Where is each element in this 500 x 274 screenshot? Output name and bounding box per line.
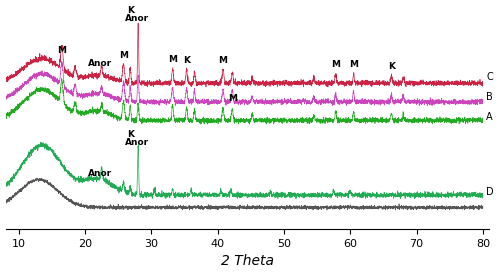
Text: Anor: Anor	[124, 138, 149, 147]
Text: M: M	[168, 55, 177, 64]
Text: M: M	[119, 51, 128, 60]
Text: B: B	[486, 92, 493, 102]
Text: K: K	[388, 62, 395, 71]
Text: K: K	[183, 56, 190, 65]
Text: M: M	[331, 60, 340, 69]
Text: M: M	[349, 60, 358, 69]
Text: C: C	[486, 72, 493, 82]
Text: Anor: Anor	[124, 14, 149, 22]
Text: M: M	[58, 45, 66, 55]
Text: Anor: Anor	[88, 59, 112, 68]
Text: K: K	[126, 130, 134, 139]
X-axis label: 2 Theta: 2 Theta	[221, 255, 274, 269]
Text: M: M	[218, 56, 228, 65]
Text: M: M	[228, 94, 237, 103]
Text: D: D	[486, 187, 494, 197]
Text: Anor: Anor	[88, 169, 112, 178]
Text: A: A	[486, 112, 493, 122]
Text: K: K	[126, 6, 134, 15]
